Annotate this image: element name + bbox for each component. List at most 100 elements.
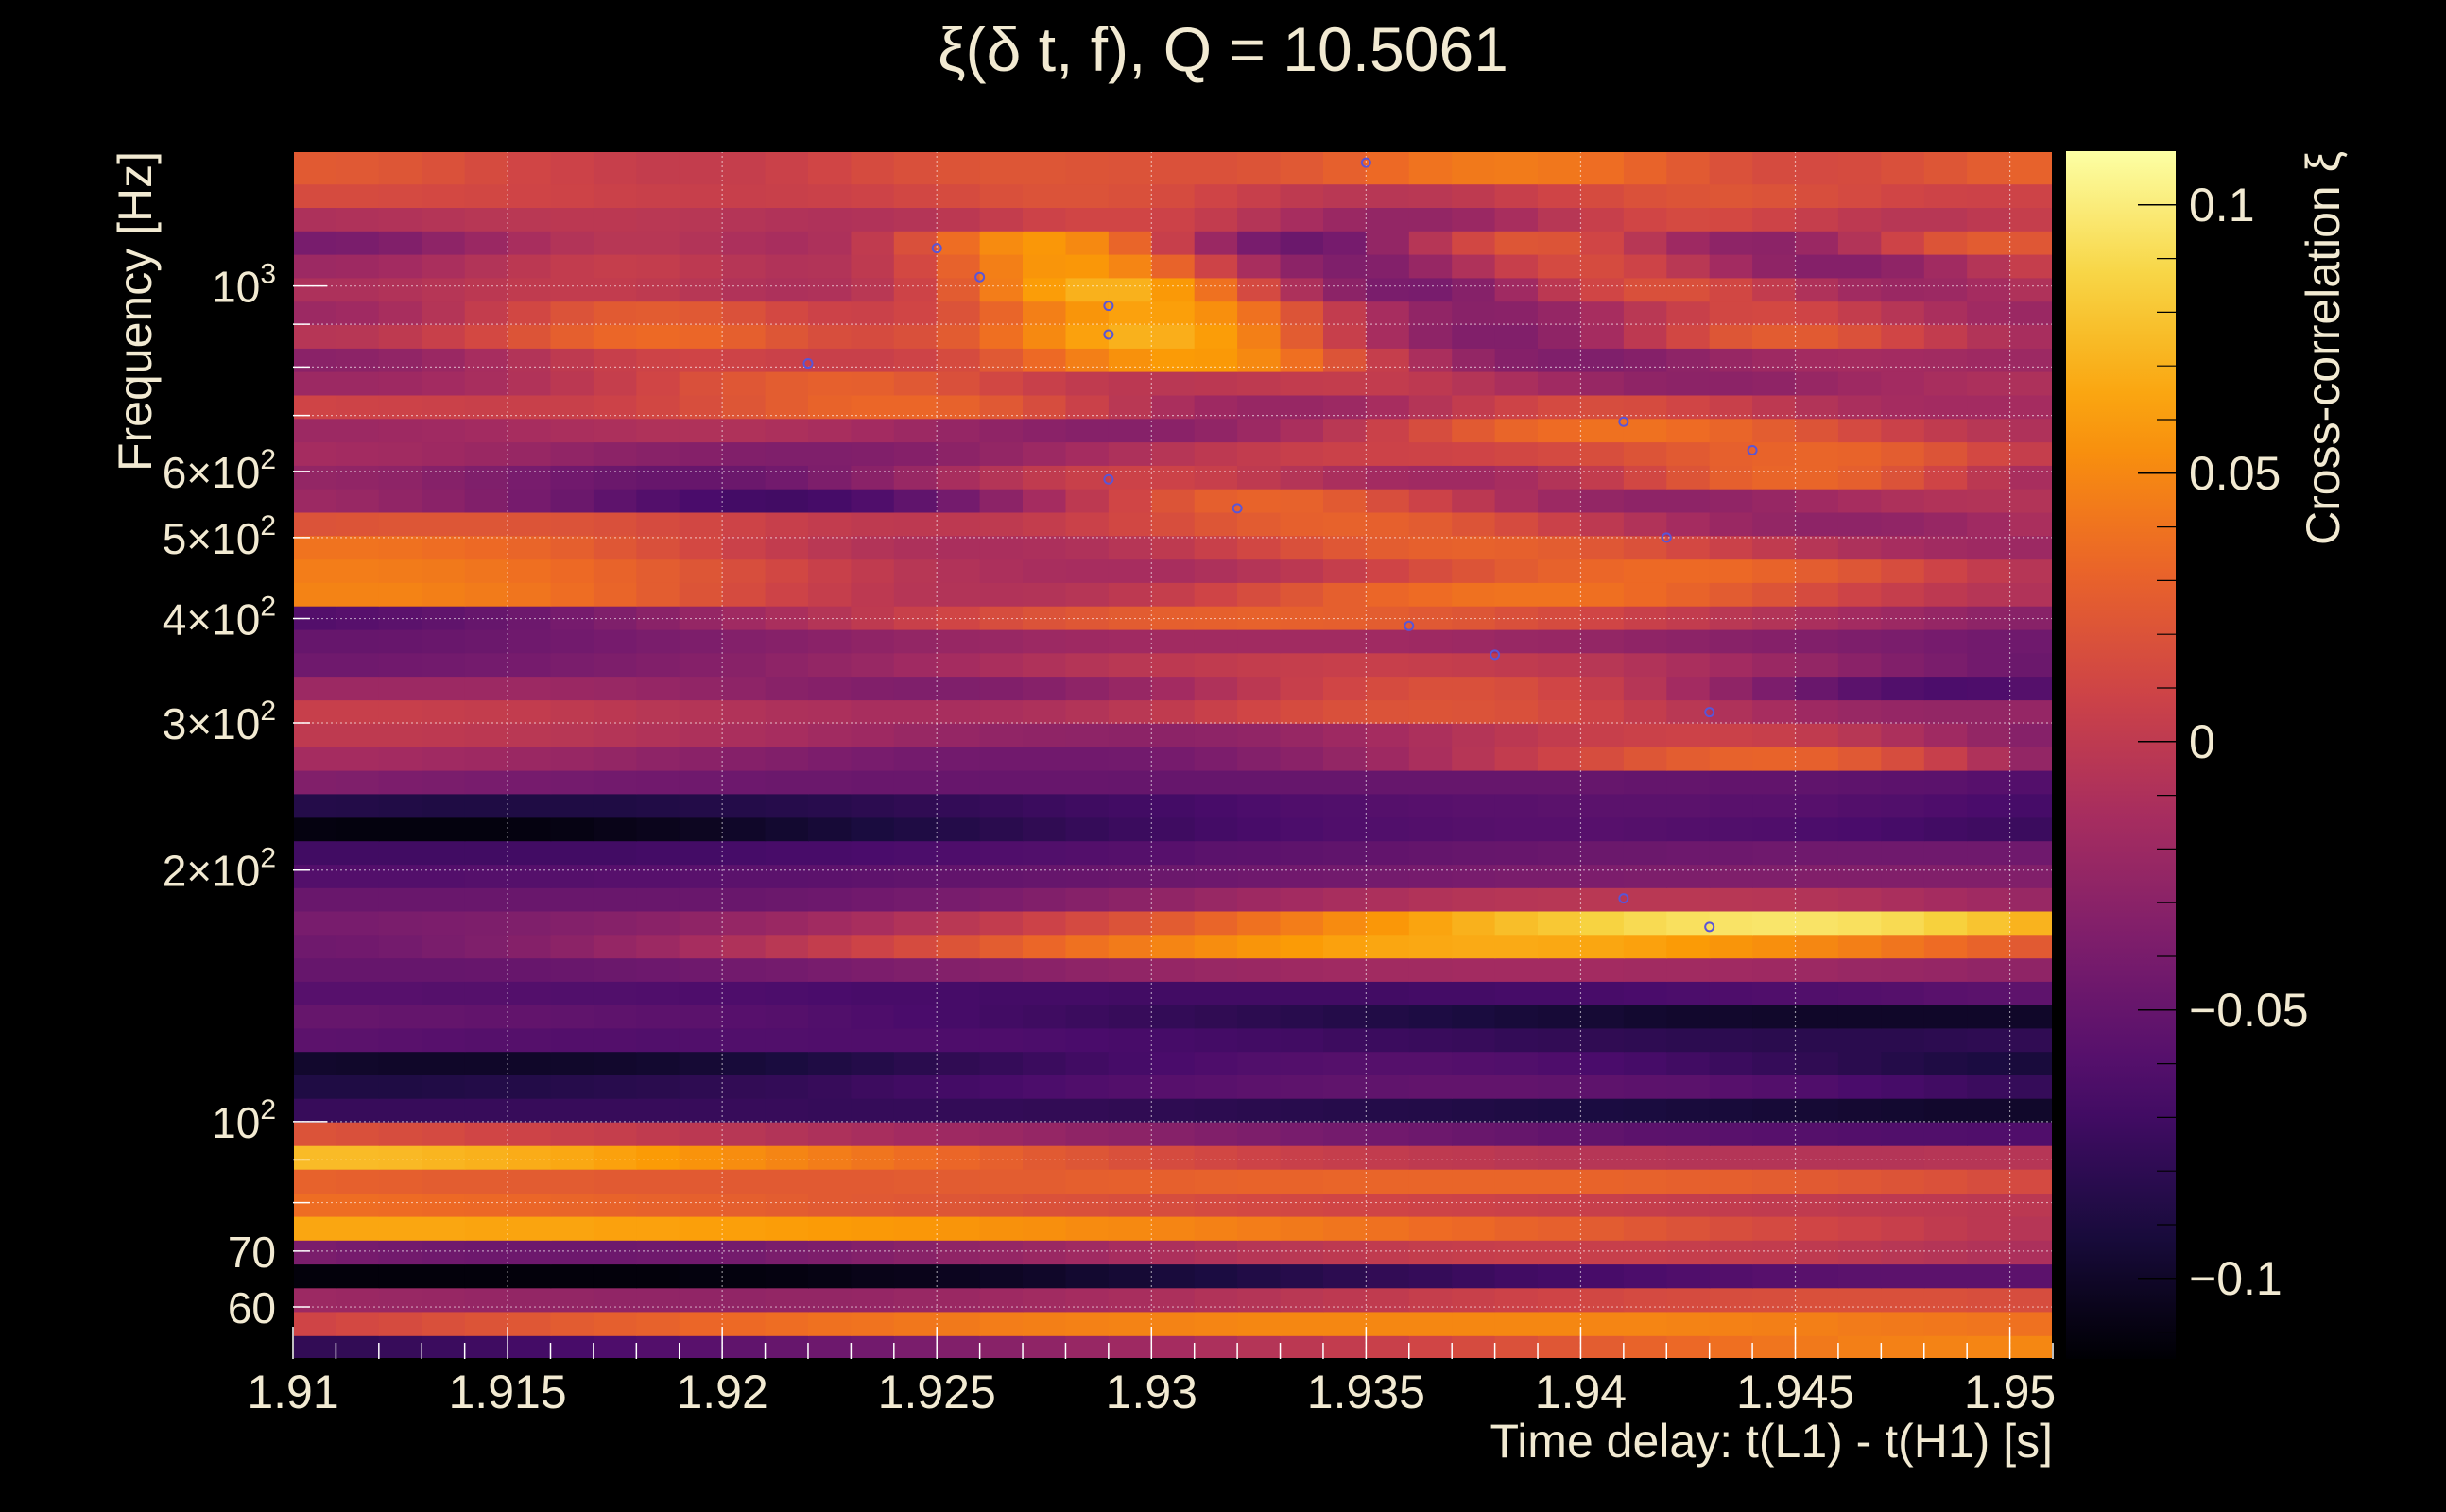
heatmap-cell <box>937 1287 981 1313</box>
heatmap-cell <box>1408 1051 1453 1075</box>
heatmap-cell <box>765 699 809 724</box>
heatmap-cell <box>336 769 380 795</box>
heatmap-cell <box>336 535 380 560</box>
heatmap-cell <box>464 418 508 443</box>
heatmap-cell <box>508 747 552 771</box>
heatmap-cell <box>464 1144 508 1170</box>
heatmap-cell <box>1709 488 1753 513</box>
heatmap-cell <box>1151 231 1196 255</box>
heatmap-cell <box>2009 535 2053 560</box>
peak-marker <box>1360 157 1371 168</box>
heatmap-cell <box>1023 370 1067 396</box>
heatmap-cell <box>1752 1074 1797 1099</box>
heatmap-cell <box>1065 1098 1110 1123</box>
heatmap-cell <box>937 793 981 818</box>
heatmap-cell <box>1795 1144 1839 1170</box>
heatmap-cell <box>1967 606 2011 630</box>
heatmap-cell <box>1580 769 1625 795</box>
heatmap-cell <box>937 253 981 279</box>
heatmap-cell <box>1881 1215 1925 1241</box>
heatmap-cell <box>1837 628 1883 654</box>
heatmap-cell <box>1923 535 1968 560</box>
heatmap-cell <box>550 231 594 255</box>
heatmap-cell <box>336 348 380 372</box>
heatmap-cell <box>808 1121 853 1146</box>
heatmap-cell <box>1366 957 1410 982</box>
heatmap-cell <box>722 582 767 607</box>
heatmap-cell <box>1323 1074 1368 1099</box>
heatmap-cell <box>508 840 552 866</box>
heatmap-cell <box>336 441 380 466</box>
heatmap-cell <box>1151 793 1196 818</box>
heatmap-cell <box>636 676 680 701</box>
heatmap-cell <box>1967 253 2011 279</box>
heatmap-cell <box>464 488 508 513</box>
heatmap-cell <box>1151 1335 1196 1359</box>
heatmap-cell <box>1366 606 1410 630</box>
heatmap-cell <box>1323 1263 1368 1289</box>
heatmap-cell <box>508 1240 552 1265</box>
heatmap-cell <box>1065 981 1110 1005</box>
heatmap-cell <box>550 1215 594 1241</box>
heatmap-cell <box>1280 394 1324 420</box>
heatmap-cell <box>636 1193 680 1217</box>
heatmap-cell <box>1881 699 1925 724</box>
heatmap-cell <box>1666 1168 1711 1194</box>
heatmap-cell <box>1408 1335 1453 1359</box>
colorbar-tick-label: 0 <box>2189 715 2215 768</box>
heatmap-cell <box>893 1074 938 1099</box>
heatmap-cell <box>1237 816 1282 842</box>
heatmap-cell <box>722 628 767 654</box>
heatmap-cell <box>636 1240 680 1265</box>
heatmap-cell <box>893 1215 938 1241</box>
heatmap-cell <box>1752 1311 1797 1336</box>
heatmap-cell <box>1494 151 1539 185</box>
heatmap-cell <box>1023 699 1067 724</box>
heatmap-cell <box>1194 606 1238 630</box>
heatmap-cell <box>765 652 809 678</box>
heatmap-cell <box>1623 1098 1668 1123</box>
heatmap-cell <box>1580 441 1625 466</box>
heatmap-cell <box>1580 1144 1625 1170</box>
heatmap-cell <box>893 652 938 678</box>
heatmap-cell <box>1194 1074 1238 1099</box>
heatmap-cell <box>1923 981 1968 1005</box>
heatmap-cell <box>422 558 466 583</box>
heatmap-cell <box>1280 1074 1324 1099</box>
heatmap-cell <box>679 747 723 771</box>
heatmap-cell <box>1151 348 1196 372</box>
heatmap-cell <box>464 723 508 747</box>
heatmap-cell <box>464 301 508 325</box>
heatmap-cell <box>893 934 938 959</box>
heatmap-cell <box>593 1121 638 1146</box>
heatmap-cell <box>679 910 723 936</box>
heatmap-cell <box>336 558 380 583</box>
heatmap-cell <box>593 769 638 795</box>
heatmap-cell <box>1837 1004 1883 1029</box>
heatmap-cell <box>1923 1051 1968 1075</box>
heatmap-cell <box>1923 699 1968 724</box>
heatmap-cell <box>1065 418 1110 443</box>
heatmap-cell <box>1280 1051 1324 1075</box>
heatmap-cell <box>1108 488 1153 513</box>
heatmap-cell <box>1108 1215 1153 1241</box>
heatmap-cell <box>550 723 594 747</box>
heatmap-cell <box>722 324 767 349</box>
heatmap-cell <box>765 183 809 208</box>
heatmap-cell <box>2009 934 2053 959</box>
heatmap-cell <box>1108 934 1153 959</box>
heatmap-cell <box>1795 1215 1839 1241</box>
heatmap-cell <box>1452 370 1496 396</box>
heatmap-cell <box>1408 253 1453 279</box>
heatmap-cell <box>1580 652 1625 678</box>
heatmap-cell <box>937 370 981 396</box>
heatmap-cell <box>336 1051 380 1075</box>
heatmap-cell <box>893 628 938 654</box>
heatmap-cell <box>1194 910 1238 936</box>
heatmap-cell <box>1709 747 1753 771</box>
heatmap-cell <box>1538 1121 1582 1146</box>
heatmap-cell <box>1151 535 1196 560</box>
heatmap-cell <box>336 301 380 325</box>
heatmap-cell <box>679 652 723 678</box>
heatmap-cell <box>636 511 680 537</box>
